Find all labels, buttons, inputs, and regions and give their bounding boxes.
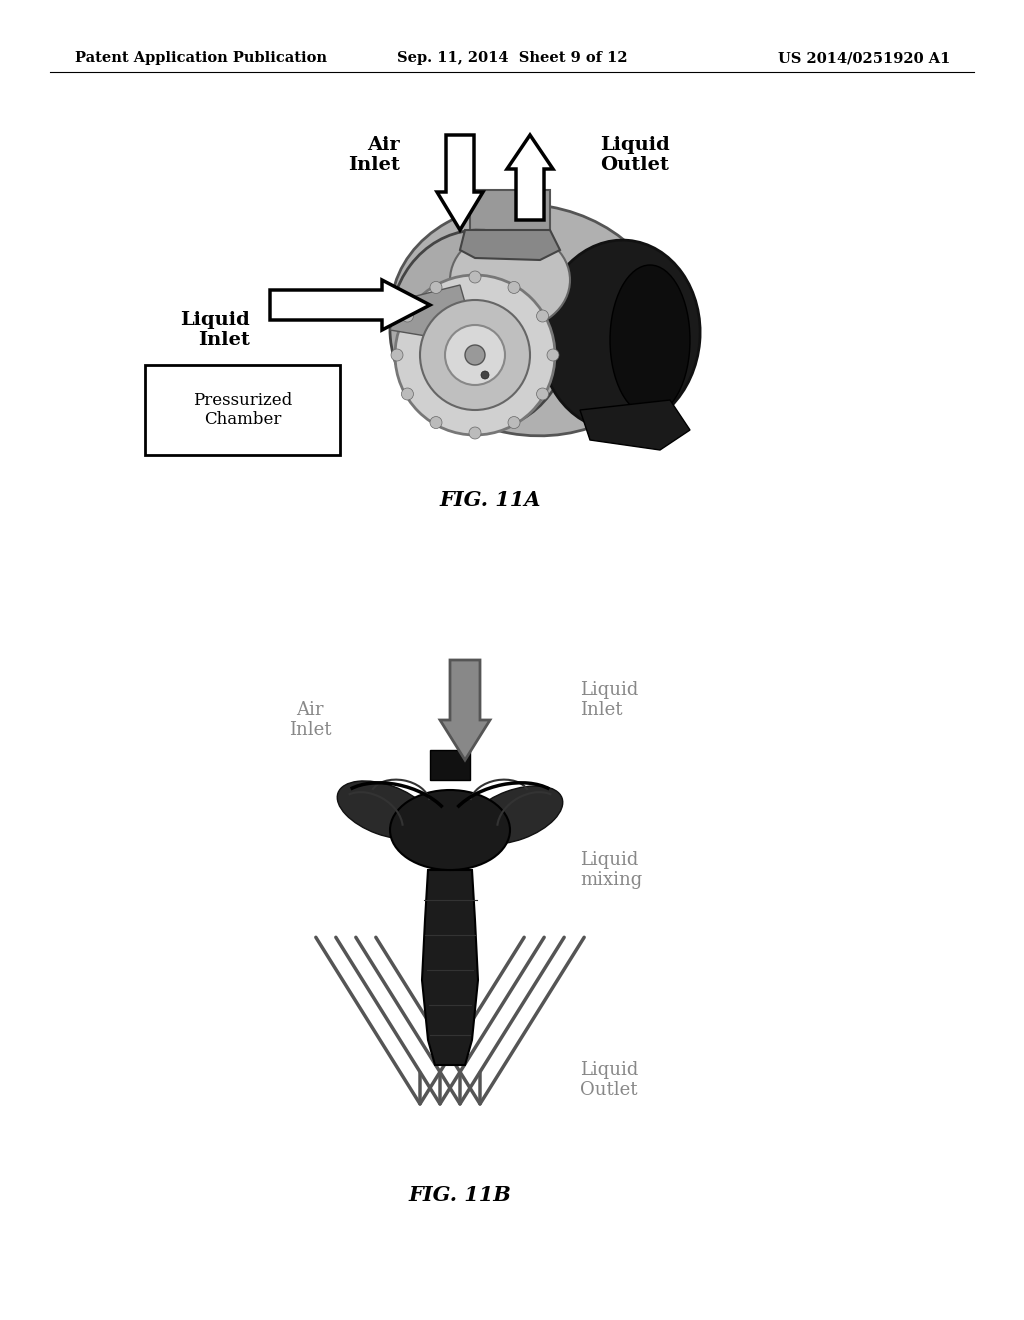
Text: Air
Inlet: Air Inlet	[348, 136, 400, 174]
Circle shape	[401, 310, 414, 322]
Circle shape	[508, 281, 520, 293]
Text: Liquid
Inlet: Liquid Inlet	[180, 310, 250, 350]
Circle shape	[430, 281, 442, 293]
Circle shape	[465, 345, 485, 366]
Polygon shape	[390, 285, 470, 341]
Bar	[430, 750, 470, 780]
Ellipse shape	[450, 230, 570, 330]
Bar	[145, 366, 340, 455]
Bar	[470, 190, 550, 240]
Text: Pressurized
Chamber: Pressurized Chamber	[193, 392, 292, 428]
Polygon shape	[440, 660, 490, 760]
Circle shape	[481, 371, 489, 379]
Polygon shape	[460, 230, 560, 260]
Circle shape	[469, 271, 481, 282]
Circle shape	[547, 348, 559, 360]
Circle shape	[469, 426, 481, 440]
Text: Liquid
mixing: Liquid mixing	[580, 850, 642, 890]
Polygon shape	[507, 135, 553, 220]
Polygon shape	[270, 280, 430, 330]
Text: Sep. 11, 2014  Sheet 9 of 12: Sep. 11, 2014 Sheet 9 of 12	[396, 51, 628, 65]
Ellipse shape	[390, 230, 570, 430]
Ellipse shape	[610, 265, 690, 414]
Ellipse shape	[337, 781, 433, 840]
Ellipse shape	[467, 785, 563, 843]
Circle shape	[391, 348, 403, 360]
Circle shape	[430, 417, 442, 429]
Ellipse shape	[391, 205, 670, 436]
Polygon shape	[580, 400, 690, 450]
Text: Air
Inlet: Air Inlet	[289, 701, 331, 739]
Text: FIG. 11A: FIG. 11A	[439, 490, 541, 510]
Text: Liquid
Outlet: Liquid Outlet	[580, 1060, 638, 1100]
Circle shape	[445, 325, 505, 385]
Text: Patent Application Publication: Patent Application Publication	[75, 51, 327, 65]
Text: Liquid
Outlet: Liquid Outlet	[600, 136, 670, 174]
Circle shape	[508, 417, 520, 429]
Text: US 2014/0251920 A1: US 2014/0251920 A1	[777, 51, 950, 65]
Polygon shape	[437, 135, 483, 230]
Circle shape	[395, 275, 555, 436]
Circle shape	[401, 388, 414, 400]
Ellipse shape	[540, 240, 700, 430]
Text: Liquid
Inlet: Liquid Inlet	[580, 681, 638, 719]
Text: FIG. 11B: FIG. 11B	[409, 1185, 511, 1205]
Circle shape	[537, 388, 549, 400]
Ellipse shape	[390, 789, 510, 870]
Polygon shape	[422, 870, 478, 1065]
Circle shape	[537, 310, 549, 322]
Circle shape	[420, 300, 530, 411]
